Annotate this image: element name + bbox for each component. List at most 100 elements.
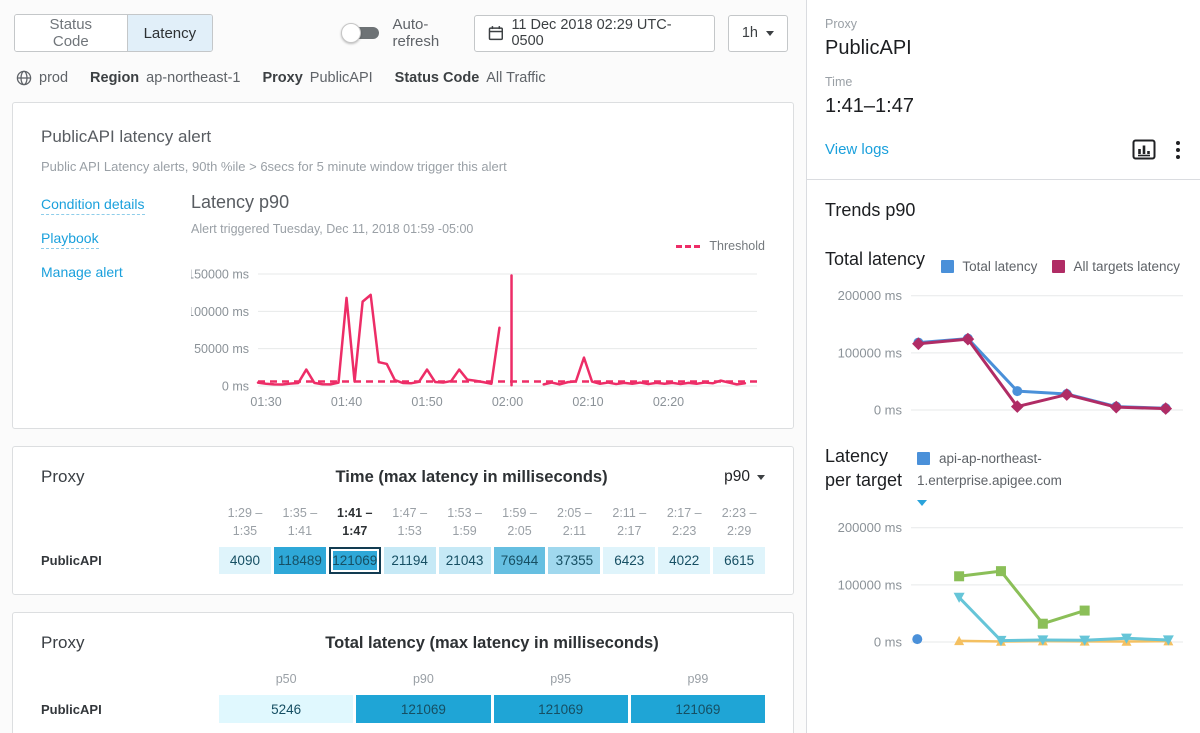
percentile-cell[interactable]: 121069: [493, 695, 628, 724]
percentile-value: p90: [724, 468, 750, 485]
bar-chart-icon: [1132, 139, 1156, 160]
svg-text:0 ms: 0 ms: [222, 380, 249, 394]
calendar-icon: [488, 26, 503, 41]
percentile-column-header: p90: [412, 672, 434, 687]
legend-item-total-latency: Total latency: [941, 259, 1037, 274]
legend-label: All targets latency: [1073, 259, 1180, 274]
bar-chart-icon-button[interactable]: [1132, 139, 1156, 160]
legend-item-all-targets-latency: All targets latency: [1052, 259, 1180, 274]
chevron-down-icon: [766, 30, 774, 36]
filter-region: Region ap-northeast-1: [90, 70, 240, 86]
alert-card: PublicAPI latency alert Public API Laten…: [12, 102, 794, 429]
time-column-header: 1:59 –2:05: [502, 506, 537, 539]
datetime-value: 11 Dec 2018 02:29 UTC-0500: [511, 17, 672, 49]
tab-status-code[interactable]: Status Code: [15, 15, 127, 51]
latency-p90-chart: 150000 ms 100000 ms 50000 ms 0 ms 01:30 01:40…: [187, 254, 765, 412]
time-latency-card: Proxy Time (max latency in milliseconds)…: [12, 446, 794, 596]
percentile-cell[interactable]: 5246: [219, 695, 354, 724]
datetime-picker-button[interactable]: 11 Dec 2018 02:29 UTC-0500: [473, 14, 715, 52]
filter-status-code: Status Code All Traffic: [395, 70, 546, 86]
per-target-legend: api-ap-northeast- 1.enterprise.apigee.co…: [917, 444, 1062, 507]
percentile-column-headers: p50 p90 p95 p99: [219, 670, 765, 688]
threshold-legend-label: Threshold: [709, 239, 765, 253]
total-latency-label: Total latency: [825, 249, 926, 269]
topbar: Status Code Latency Auto-refresh 11 Dec: [0, 0, 806, 62]
latency-cell[interactable]: 4090: [219, 547, 271, 575]
view-tabs: Status Code Latency: [14, 14, 214, 52]
detail-sidebar: Proxy PublicAPI Time 1:41–1:47 View logs: [806, 0, 1200, 733]
more-options-button[interactable]: [1176, 140, 1180, 159]
context-breadcrumb: prod Region ap-northeast-1 Proxy PublicA…: [0, 62, 806, 102]
proxy-column-label: Proxy: [41, 633, 85, 653]
time-latency-cells: 4090 118489 121069 21194 21043 76944 373…: [219, 547, 766, 575]
percentile-column-header: p95: [550, 672, 572, 687]
view-logs-link[interactable]: View logs: [825, 141, 889, 158]
time-range-dropdown[interactable]: 1h: [727, 14, 788, 52]
total-latency-title: Total latency (max latency in millisecon…: [325, 633, 659, 652]
latency-cell-selected[interactable]: 121069: [328, 547, 381, 575]
threshold-legend: Threshold: [191, 238, 765, 254]
latency-cell[interactable]: 21194: [383, 547, 436, 575]
selection-summary: Proxy PublicAPI Time 1:41–1:47 View logs: [807, 0, 1200, 180]
svg-text:100000 ms: 100000 ms: [838, 578, 903, 593]
filter-proxy: Proxy PublicAPI: [262, 70, 372, 86]
threshold-dash-icon: [676, 244, 701, 248]
globe-icon: [16, 70, 32, 86]
manage-alert-link[interactable]: Manage alert: [41, 264, 123, 280]
percentile-cell[interactable]: 121069: [630, 695, 765, 724]
percentile-cell[interactable]: 121069: [356, 695, 491, 724]
legend-label: Total latency: [962, 259, 1038, 274]
time-column-header: 1:53 –1:59: [447, 506, 482, 539]
filter-proxy-value: PublicAPI: [309, 70, 373, 86]
time-column-header: 2:05 –2:11: [557, 506, 592, 539]
legend-swatch-magenta: [1052, 260, 1066, 273]
latency-cell[interactable]: 6615: [713, 547, 766, 575]
percentile-column-header: p99: [687, 672, 709, 687]
time-column-header: 1:35 –1:41: [282, 506, 318, 539]
svg-text:0 ms: 0 ms: [874, 403, 903, 418]
tab-latency[interactable]: Latency: [126, 15, 213, 51]
proxy-row-label: PublicAPI: [41, 553, 102, 569]
auto-refresh-toggle[interactable]: [341, 23, 380, 43]
time-column-header: 2:17 –2:23: [666, 506, 702, 539]
latency-cell[interactable]: 21043: [438, 547, 491, 575]
svg-text:50000 ms: 50000 ms: [194, 342, 249, 356]
total-latency-legend: Total latency All targets latency: [941, 247, 1180, 274]
time-range-value: 1h: [741, 25, 758, 41]
alert-chart-subtitle: Alert triggered Tuesday, Dec 11, 2018 01…: [191, 222, 474, 236]
svg-text:0 ms: 0 ms: [874, 635, 903, 650]
latency-cell[interactable]: 76944: [493, 547, 546, 575]
time-column-header: 1:41 –1:47: [337, 506, 373, 539]
filter-region-label: Region: [90, 70, 140, 86]
condition-details-link[interactable]: Condition details: [41, 196, 145, 215]
playbook-link[interactable]: Playbook: [41, 230, 99, 249]
svg-text:01:30: 01:30: [250, 395, 281, 409]
kebab-menu-icon: [1176, 140, 1180, 159]
legend-label-line2: 1.enterprise.apigee.com: [917, 472, 1062, 488]
total-latency-card: Proxy Total latency (max latency in mill…: [12, 612, 794, 733]
svg-text:02:00: 02:00: [492, 395, 523, 409]
latency-cell[interactable]: 37355: [548, 547, 601, 575]
svg-text:01:50: 01:50: [411, 395, 442, 409]
svg-text:100000 ms: 100000 ms: [838, 345, 903, 360]
time-column-header: 2:23 –2:29: [721, 506, 757, 539]
environment-group: prod: [16, 70, 68, 86]
latency-cell[interactable]: 118489: [273, 547, 326, 575]
percentile-column-header: p50: [275, 672, 297, 687]
alert-title: PublicAPI latency alert: [41, 127, 212, 146]
proxy-column-label: Proxy: [41, 467, 85, 486]
trends-section: Trends p90 Total latency Total latency A…: [807, 180, 1200, 654]
latency-cell[interactable]: 6423: [603, 547, 656, 575]
filter-region-value: ap-northeast-1: [146, 70, 241, 86]
percentile-dropdown[interactable]: p90: [724, 468, 765, 486]
toggle-knob: [341, 23, 362, 43]
target-dropdown-caret[interactable]: [917, 500, 927, 507]
percentile-cells: 5246 121069 121069 121069: [219, 695, 765, 724]
svg-text:02:20: 02:20: [653, 395, 684, 409]
total-latency-trend-chart: 200000 ms 100000 ms 0 ms: [825, 280, 1197, 422]
main-panel: Status Code Latency Auto-refresh 11 Dec: [0, 0, 806, 733]
trends-title: Trends p90: [825, 200, 916, 220]
filter-status-code-value: All Traffic: [486, 70, 546, 86]
latency-cell[interactable]: 4022: [658, 547, 711, 575]
time-column-header: 1:29 –1:35: [227, 506, 263, 539]
